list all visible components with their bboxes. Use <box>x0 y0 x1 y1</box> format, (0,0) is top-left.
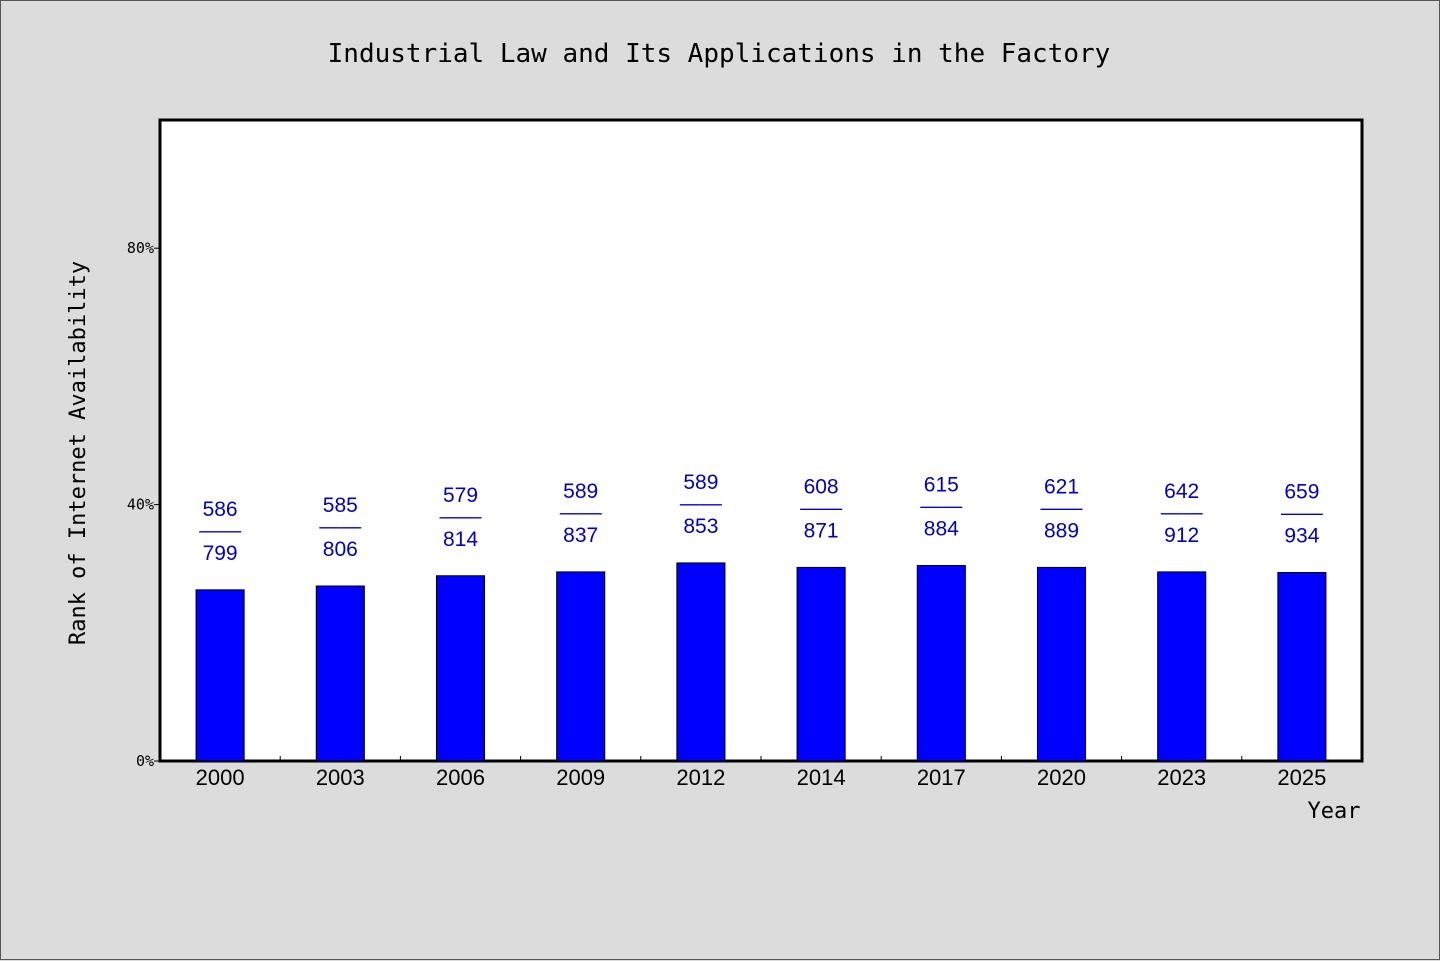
data-label-top: 615 <box>924 473 959 496</box>
data-label-top: 589 <box>563 480 598 503</box>
x-tick-label: 2020 <box>1037 765 1086 790</box>
data-label-top: 585 <box>323 494 358 517</box>
chart-title: Industrial Law and Its Applications in t… <box>328 39 1111 69</box>
x-tick-label: 2025 <box>1277 765 1326 790</box>
bar-2006 <box>435 575 486 762</box>
x-tick-label: 2014 <box>797 765 846 790</box>
data-label-bottom: 806 <box>323 538 358 561</box>
y-tick-label: 40% <box>127 496 154 514</box>
data-label-bottom: 799 <box>203 542 238 565</box>
data-label-separator: —— <box>800 496 842 519</box>
data-label-separator: —— <box>440 505 482 528</box>
x-tick-label: 2003 <box>316 765 365 790</box>
data-label-separator: —— <box>319 515 361 538</box>
bar-2017 <box>916 564 966 762</box>
data-label-bottom: 871 <box>804 519 839 542</box>
x-axis-label: Year <box>1308 799 1361 824</box>
data-label-separator: —— <box>199 519 241 542</box>
data-label-top: 642 <box>1164 480 1199 503</box>
bar-2003 <box>315 585 365 762</box>
data-labels-group: 586——799585——806579——814589——837589——853… <box>199 471 1323 565</box>
bar-2020 <box>1036 566 1087 762</box>
data-label-separator: —— <box>680 492 722 515</box>
bar-2012 <box>676 562 726 762</box>
x-tick-label: 2023 <box>1157 765 1206 790</box>
data-label-bottom: 837 <box>563 524 598 547</box>
data-label-top: 659 <box>1284 481 1319 504</box>
bar-2000 <box>195 589 245 762</box>
data-label-separator: —— <box>1161 501 1203 524</box>
y-axis: 0% 40% 80% <box>127 239 160 770</box>
bar-2014 <box>796 566 846 762</box>
data-label-bottom: 884 <box>924 517 959 540</box>
data-label-bottom: 934 <box>1284 525 1319 548</box>
data-label-top: 608 <box>804 475 839 498</box>
x-tick-label: 2017 <box>917 765 966 790</box>
x-tick-label: 2012 <box>676 765 725 790</box>
data-label-bottom: 853 <box>683 515 718 538</box>
x-tick-label: 2009 <box>556 765 605 790</box>
data-label-bottom: 814 <box>443 528 478 551</box>
x-axis: 2000 2003 2006 2009 2012 2014 2017 2020 2023 2025 <box>196 756 1326 790</box>
y-tick-label: 80% <box>127 239 154 257</box>
y-axis-label: Rank of Internet Availability <box>66 261 91 645</box>
data-label-bottom: 889 <box>1044 519 1079 542</box>
data-label-separator: —— <box>1281 502 1323 525</box>
data-label-top: 589 <box>683 471 718 494</box>
bar-2023 <box>1157 571 1207 762</box>
data-label-top: 579 <box>443 484 478 507</box>
bar-2025 <box>1277 572 1327 762</box>
data-label-bottom: 912 <box>1164 524 1199 547</box>
x-tick-label: 2006 <box>436 765 485 790</box>
data-label-top: 586 <box>203 498 238 521</box>
x-tick-label: 2000 <box>196 765 245 790</box>
y-tick-label: 0% <box>136 752 154 770</box>
data-label-top: 621 <box>1044 475 1079 498</box>
data-label-separator: —— <box>560 501 602 524</box>
data-label-separator: —— <box>1041 496 1083 519</box>
bars-group <box>195 562 1327 762</box>
data-label-separator: —— <box>920 494 962 517</box>
bar-2009 <box>556 571 606 762</box>
